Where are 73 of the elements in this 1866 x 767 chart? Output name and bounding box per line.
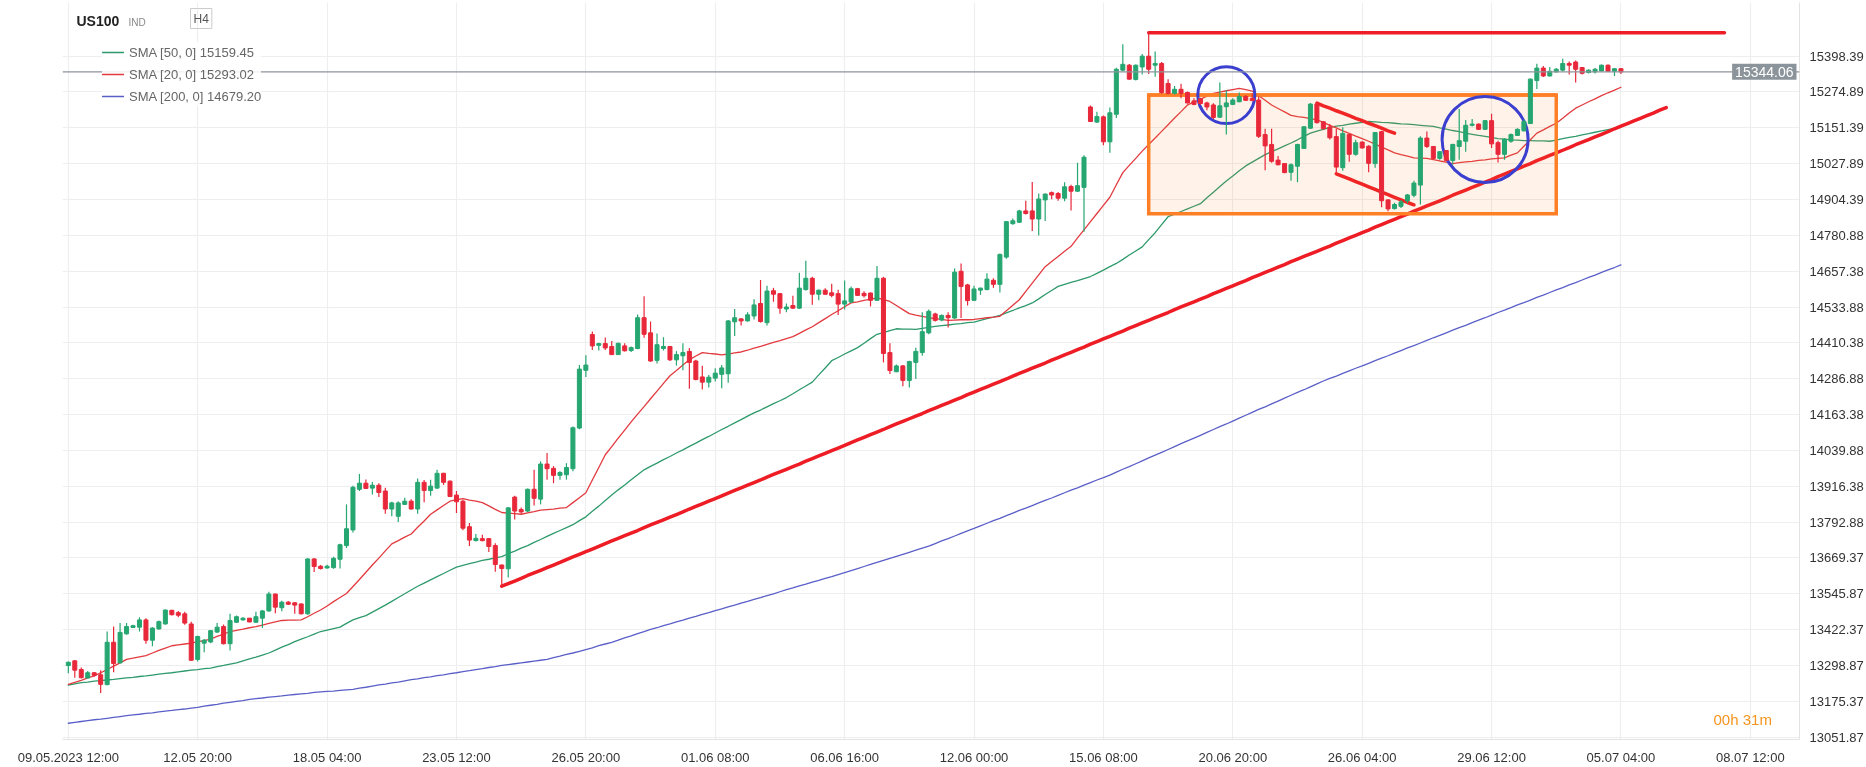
y-tick-label: 13175.37 — [1809, 693, 1864, 709]
candlestick — [809, 276, 815, 306]
candlestick — [790, 295, 796, 310]
text: US100 — [76, 12, 120, 29]
candlestick — [221, 623, 227, 646]
candlestick — [111, 625, 117, 673]
candlestick — [945, 311, 951, 329]
x-tick-label: 23.05 12:00 — [422, 749, 491, 765]
legend-label: SMA [50, 0] 15159.45 — [129, 44, 255, 60]
y-tick-label: 13051.87 — [1809, 729, 1864, 745]
y-tick-label: 13669.37 — [1809, 550, 1864, 566]
x-tick-label: 08.07 12:00 — [1716, 749, 1785, 765]
y-tick-label: 15151.39 — [1809, 120, 1864, 136]
candlestick — [272, 592, 278, 614]
x-tick-label: 15.06 08:00 — [1069, 749, 1138, 765]
line-series — [1315, 101, 1397, 135]
candlestick — [1068, 184, 1074, 212]
y-tick-label: 14657.38 — [1809, 263, 1864, 279]
candlestick — [1036, 192, 1042, 237]
y-tick-label: 13916.38 — [1809, 478, 1864, 494]
line-series — [500, 105, 1668, 588]
candlestick — [699, 365, 705, 391]
y-tick-label: 14904.39 — [1809, 191, 1864, 207]
annotation: 00h 31m — [1713, 710, 1772, 728]
x-tick-label: 12.06 00:00 — [939, 749, 1009, 765]
x-tick-label: 06.06 16:00 — [810, 749, 879, 765]
x-tick-label: 26.05 20:00 — [551, 749, 621, 765]
y-tick-label: 13422.37 — [1809, 622, 1864, 638]
annotation: H4 — [193, 11, 210, 26]
y-tick-label: 13545.87 — [1809, 586, 1864, 602]
candlestick — [421, 479, 427, 503]
y-tick-label: 13792.88 — [1809, 514, 1864, 530]
x-tick-label: 26.06 04:00 — [1327, 749, 1397, 765]
candlestick — [1062, 181, 1068, 202]
candlestick — [1042, 192, 1048, 222]
x-tick-label: 05.07 04:00 — [1586, 749, 1656, 765]
y-tick-label: 14410.38 — [1809, 335, 1864, 351]
y-tick-label: 13298.87 — [1809, 658, 1864, 674]
y-tick-label: 15398.39 — [1809, 48, 1864, 64]
x-tick-label: 01.06 08:00 — [680, 749, 750, 765]
y-tick-label: 15027.89 — [1809, 156, 1864, 172]
candlestick — [589, 330, 595, 351]
y-tick-label: 14780.88 — [1809, 227, 1864, 243]
ref-line-label: 15344.06 — [1735, 63, 1794, 80]
x-tick-label: 12.05 20:00 — [163, 749, 233, 765]
y-tick-label: 15274.89 — [1809, 84, 1864, 100]
y-tick-label: 14039.88 — [1809, 442, 1864, 458]
x-tick-label: 29.06 12:00 — [1457, 749, 1526, 765]
candlestick — [874, 265, 880, 302]
candlestick — [195, 635, 201, 663]
candlestick — [143, 617, 149, 645]
legend-label: SMA [20, 0] 15293.02 — [129, 66, 255, 82]
line-series — [67, 264, 1622, 724]
x-tick-label: 18.05 04:00 — [292, 749, 362, 765]
candlestick — [900, 364, 906, 387]
y-tick-label: 14533.88 — [1809, 299, 1864, 315]
candlestick — [758, 279, 764, 324]
candlestick — [835, 289, 841, 316]
candlestick — [1029, 181, 1035, 232]
y-tick-label: 14286.88 — [1809, 371, 1864, 387]
candlestick — [492, 542, 498, 573]
candlestick — [531, 469, 537, 507]
annotation: IND — [128, 16, 146, 28]
y-tick-label: 14163.38 — [1809, 407, 1864, 423]
x-tick-label: 09.05.2023 12:00 — [17, 749, 119, 765]
candlestick — [1139, 53, 1145, 76]
candlestick — [499, 563, 505, 587]
legend-label: SMA [200, 0] 14679.20 — [129, 88, 262, 104]
candlestick — [1152, 50, 1158, 78]
candlestick — [1346, 133, 1352, 163]
candlestick — [1146, 31, 1152, 75]
line-series — [1334, 172, 1416, 207]
x-tick-label: 20.06 20:00 — [1198, 749, 1268, 765]
